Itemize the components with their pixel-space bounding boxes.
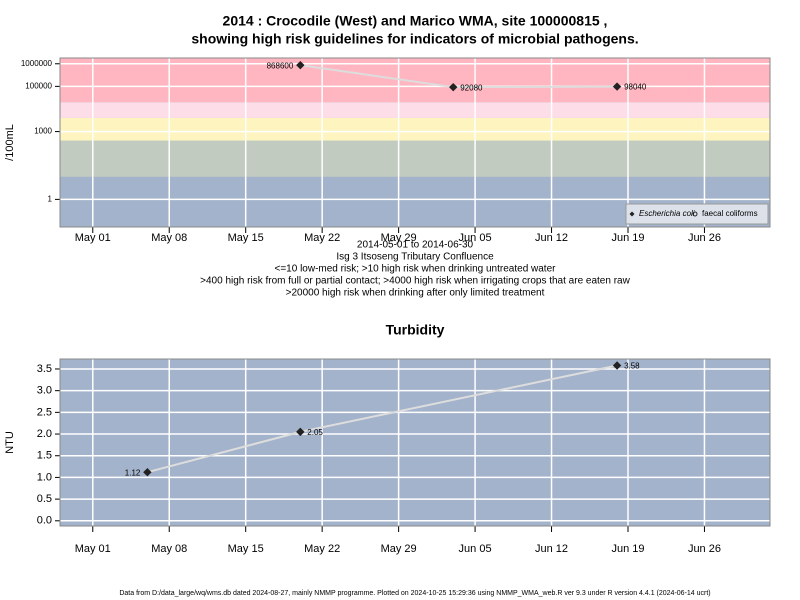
x-tick-label: May 01 <box>75 232 111 244</box>
x-tick-label: Jun 05 <box>459 232 492 244</box>
y-tick-label: 2.5 <box>37 406 52 418</box>
annotation: <=10 low-med risk; >10 high risk when dr… <box>275 264 557 275</box>
data-label: 98040 <box>624 83 647 92</box>
x-tick-label: May 08 <box>151 232 187 244</box>
x-tick-label: Jun 26 <box>688 232 721 244</box>
y-tick-label: 3.5 <box>37 363 52 375</box>
annotation: 2014-05-01 to 2014-06-30 <box>357 240 474 251</box>
x-tick-label: Jun 05 <box>459 543 492 555</box>
y-axis-label: NTU <box>4 431 16 454</box>
x-tick-label: Jun 19 <box>611 232 644 244</box>
y-tick-label: 1000000 <box>21 59 53 68</box>
x-tick-label: May 15 <box>228 232 264 244</box>
footer-note: Data from D:/data_large/wq/wms.db dated … <box>119 590 710 597</box>
x-tick-label: Jun 12 <box>535 543 568 555</box>
x-tick-label: May 15 <box>228 543 264 555</box>
y-tick-label: 2.0 <box>37 428 52 440</box>
plot-frame <box>59 358 771 527</box>
annotation: >20000 high risk when drinking after onl… <box>286 288 545 299</box>
chart-subtitle: showing high risk guidelines for indicat… <box>191 31 638 47</box>
data-point <box>612 82 622 91</box>
x-tick-label: May 08 <box>151 543 187 555</box>
legend-marker <box>692 211 698 217</box>
chart-title: 2014 : Crocodile (West) and Marico WMA, … <box>223 13 608 29</box>
risk-band <box>60 58 770 103</box>
y-axis-label: /100mL <box>4 124 16 161</box>
legend-marker <box>629 211 635 217</box>
data-point <box>449 82 458 92</box>
y-tick-label: 100000 <box>25 81 52 90</box>
chart-title: Turbidity <box>386 322 445 338</box>
y-tick-label: 1.0 <box>37 471 52 483</box>
x-tick-label: May 01 <box>75 543 111 555</box>
risk-band <box>60 140 770 177</box>
data-label: 92080 <box>460 83 483 92</box>
legend-label: Escherichia coli <box>639 209 695 218</box>
y-tick-label: 0.0 <box>37 515 52 527</box>
risk-band <box>60 117 770 141</box>
legend-label: faecal coliforms <box>702 209 758 218</box>
data-label: 2.05 <box>307 428 323 437</box>
y-tick-label: 1.5 <box>37 450 52 462</box>
data-label: 1.12 <box>125 468 141 477</box>
data-point <box>296 60 305 70</box>
x-tick-label: Jun 19 <box>611 543 644 555</box>
y-tick-label: 3.0 <box>37 385 52 397</box>
annotation: >400 high risk from full or partial cont… <box>200 276 630 287</box>
data-point <box>296 427 305 437</box>
risk-band <box>60 102 770 118</box>
plot-background <box>60 359 770 526</box>
x-tick-label: May 29 <box>381 232 417 244</box>
x-tick-label: Jun 12 <box>535 232 568 244</box>
annotation: Isg 3 Itsoseng Tributary Confluence <box>336 252 494 263</box>
y-tick-label: 1000 <box>34 127 52 136</box>
x-tick-label: May 29 <box>381 543 417 555</box>
data-point <box>612 361 622 370</box>
data-point <box>143 468 152 477</box>
x-tick-label: May 22 <box>304 543 340 555</box>
y-tick-label: 0.5 <box>37 493 52 505</box>
plot-frame <box>59 57 771 228</box>
data-label: 868600 <box>267 61 294 70</box>
data-label: 3.58 <box>624 362 640 371</box>
x-tick-label: May 22 <box>304 232 340 244</box>
y-tick-label: 1 <box>48 194 53 203</box>
x-tick-label: Jun 26 <box>688 543 721 555</box>
